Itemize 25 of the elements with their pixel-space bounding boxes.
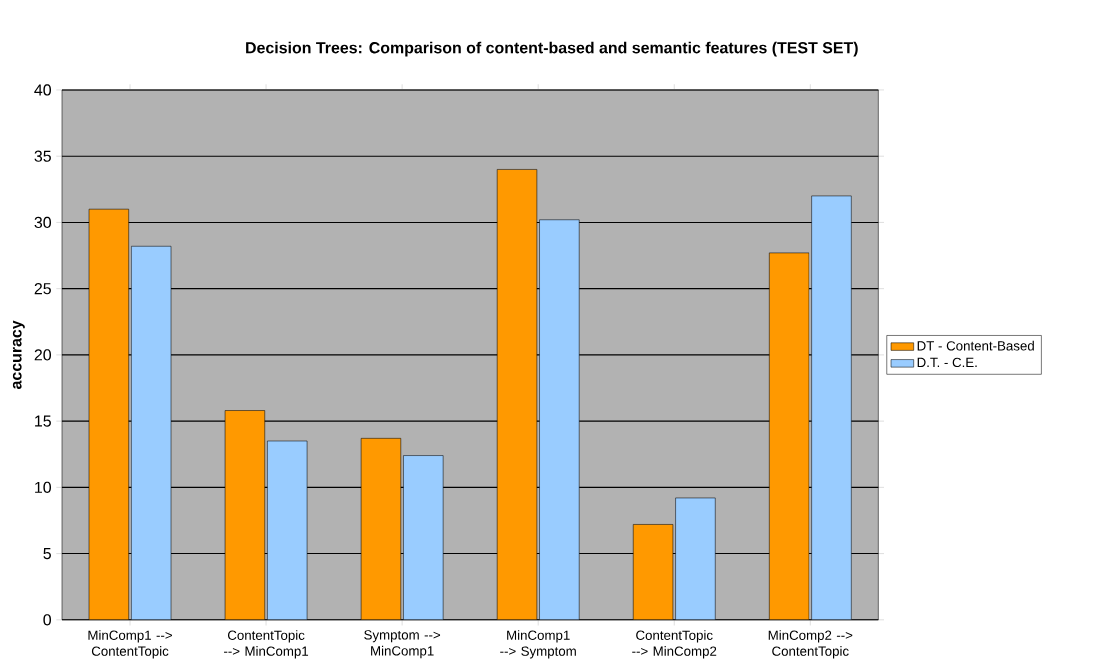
y-tick-label: 25 xyxy=(34,283,51,295)
legend-label: D.T. - C.E. xyxy=(917,357,977,368)
x-tick-label: MinComp1 --> Symptom xyxy=(500,630,576,659)
x-tick-label: MinComp1 --> ContentTopic xyxy=(88,630,172,659)
y-tick-label: 5 xyxy=(43,548,51,560)
y-tick-label: 20 xyxy=(34,349,52,361)
chart-title: Decision Trees: Comparison of content-based and semantic features (TEST SET) xyxy=(246,41,858,57)
bar xyxy=(88,208,129,620)
bar xyxy=(769,252,810,620)
bar xyxy=(360,438,402,620)
y-tick-label: 0 xyxy=(43,614,52,626)
x-tick-label: ContentTopic --> MinComp1 xyxy=(224,630,309,659)
x-tick-label: MinComp2 --> ContentTopic xyxy=(768,630,853,659)
y-tick-label: 30 xyxy=(34,216,52,229)
y-axis-title: accuracy xyxy=(12,320,25,390)
y-tick-label: 10 xyxy=(35,481,52,494)
bar xyxy=(632,524,674,620)
legend-label: DT - Content-Based xyxy=(917,340,1034,351)
bar xyxy=(496,169,538,620)
y-tick-label: 35 xyxy=(34,150,51,162)
x-tick-label: Symptom --> MinComp1 xyxy=(364,630,441,659)
y-tick-label: 15 xyxy=(35,415,51,427)
y-tick-label: 40 xyxy=(34,84,52,96)
x-tick-label: ContentTopic --> MinComp2 xyxy=(632,630,717,659)
bar xyxy=(224,410,266,620)
